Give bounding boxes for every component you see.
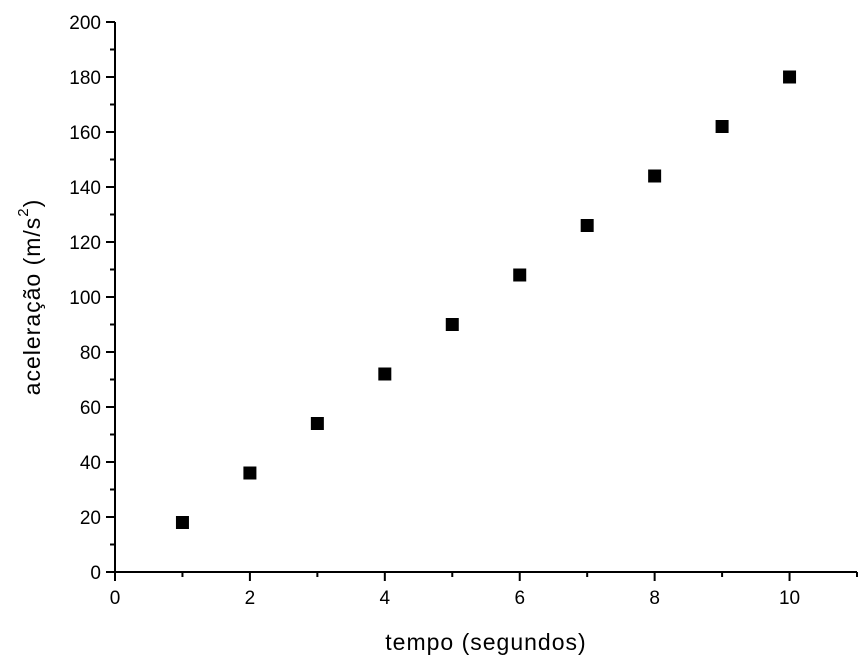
y-tick-label: 60 [80, 398, 101, 419]
y-tick-label: 160 [69, 123, 101, 144]
points-layer [175, 70, 797, 529]
y-tick-label: 80 [80, 343, 101, 364]
y-axis-label-superscript: 2 [15, 207, 32, 216]
x-tick-label: 8 [649, 588, 660, 609]
x-tick-label: 4 [380, 588, 391, 609]
y-tick-label: 40 [80, 453, 101, 474]
data-point [715, 120, 729, 133]
y-tick-label: 140 [69, 178, 101, 199]
data-point [243, 466, 257, 480]
y-tick-label: 180 [69, 68, 101, 89]
data-point [580, 219, 594, 232]
x-tick-label: 10 [779, 588, 800, 609]
y-axis-label: aceleração (m/s2) [15, 199, 45, 396]
y-tick-label: 120 [69, 233, 101, 254]
x-tick-label: 6 [514, 588, 525, 609]
y-axis-label-close: ) [19, 199, 45, 208]
data-point [310, 417, 324, 430]
y-tick-label: 20 [80, 508, 101, 529]
data-point [445, 318, 459, 331]
data-point [783, 70, 797, 84]
data-point [378, 367, 392, 381]
data-point [175, 516, 189, 529]
y-tick-label: 0 [90, 563, 101, 584]
y-tick-label: 100 [69, 288, 101, 309]
x-tick-label: 0 [110, 588, 121, 609]
y-axis-label-main: aceleração (m/s [19, 217, 45, 396]
x-axis-label: tempo (segundos) [385, 629, 586, 655]
x-tick-label: 2 [245, 588, 256, 609]
y-tick-label: 200 [69, 13, 101, 34]
data-point [513, 268, 527, 282]
data-point [648, 169, 662, 183]
ticks-layer: 0 20 40 60 80 100 120 140 160 180 200 0 2 4 6 8 10 [69, 13, 858, 609]
